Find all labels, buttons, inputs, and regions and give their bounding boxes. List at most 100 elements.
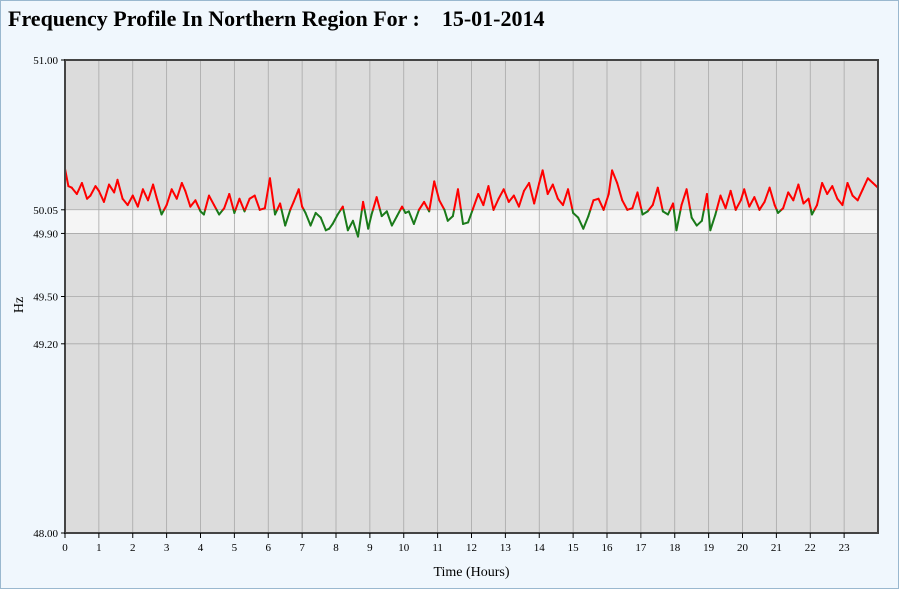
x-tick-label: 18 [669, 542, 681, 554]
series-segment [280, 208, 287, 227]
series-segment [428, 180, 436, 211]
x-axis-label: Time (Hours) [433, 565, 509, 580]
series-segment [502, 188, 510, 203]
series-segment [587, 208, 592, 218]
series-segment [556, 197, 564, 207]
x-tick-label: 5 [232, 542, 238, 554]
series-segment [108, 183, 116, 194]
series-segment [253, 194, 261, 211]
series-segment [690, 216, 698, 227]
series-segment [131, 194, 139, 208]
series-segment [497, 188, 505, 200]
series-segment [412, 208, 420, 225]
series-segment [523, 181, 531, 192]
x-tick-label: 7 [299, 542, 305, 554]
title-date: 15-01-2014 [441, 6, 545, 31]
x-tick-label: 1 [96, 542, 102, 554]
series-segment [342, 208, 349, 232]
series-segment [395, 208, 402, 218]
series-segment [371, 196, 378, 211]
series-segment [616, 181, 624, 202]
series-segment [346, 219, 354, 232]
series-segment [763, 186, 771, 203]
series-segment [621, 199, 629, 211]
series-segment [541, 169, 549, 196]
series-segment [102, 183, 111, 203]
series-segment [528, 181, 536, 205]
series-segment [836, 197, 844, 207]
series-segment [841, 181, 849, 207]
x-tick-label: 11 [432, 542, 443, 554]
series-segment [851, 194, 859, 202]
y-tick-label: 49.20 [33, 339, 58, 351]
series-segment [80, 181, 89, 200]
series-segment [577, 216, 585, 230]
x-axis-ticks: 0 1 2 3 4 5 6 7 8 9 10 11 12 13 14 15 16 17 18 19 20 21 22 23 [62, 533, 850, 554]
x-tick-label: 19 [703, 542, 715, 554]
series-segment [602, 193, 610, 211]
x-tick-label: 22 [805, 542, 816, 554]
series-segment [533, 181, 541, 205]
x-tick-label: 21 [771, 542, 782, 554]
series-segment [152, 183, 158, 199]
series-segment [75, 181, 83, 196]
series-segment [136, 188, 144, 208]
series-segment [561, 188, 570, 207]
series-segment [636, 191, 643, 211]
title-text: Frequency Profile In Northern Region For… [8, 6, 420, 31]
series-segment [607, 169, 614, 196]
series-segment [170, 188, 178, 200]
series-segment [611, 169, 619, 184]
y-tick-label: 50.05 [33, 205, 58, 217]
series-segment [363, 208, 370, 230]
series-segment [407, 210, 415, 225]
series-segment [155, 196, 162, 211]
series-segment [453, 188, 459, 211]
series-segment [126, 194, 134, 207]
series-segment [700, 208, 705, 222]
series-segment [417, 200, 426, 211]
x-tick-label: 8 [333, 542, 339, 554]
series-segment [831, 185, 839, 200]
series-segment [459, 208, 465, 225]
page-title: Frequency Profile In Northern Region For… [8, 6, 545, 32]
series-segment [70, 186, 78, 196]
x-tick-label: 9 [367, 542, 373, 554]
series-segment [184, 189, 192, 208]
series-segment [672, 202, 675, 211]
series-segment [362, 200, 366, 211]
series-segment [194, 199, 201, 211]
series-segment [707, 208, 712, 232]
series-segment [748, 196, 756, 208]
series-segment [656, 186, 664, 211]
series-segment [238, 197, 245, 211]
series-segment [228, 193, 235, 211]
series-segment [204, 194, 210, 211]
series-segment [218, 208, 224, 216]
series-segment [647, 204, 654, 211]
series-segment [223, 193, 231, 210]
x-tick-label: 10 [398, 542, 410, 554]
x-tick-label: 14 [534, 542, 546, 554]
y-axis-label: Hz [12, 297, 27, 313]
series-segment [263, 177, 271, 210]
series-segment [709, 213, 717, 232]
series-segment [797, 183, 805, 205]
series-segment [689, 208, 693, 219]
series-segment [507, 194, 515, 203]
series-segment [423, 200, 430, 211]
series-segment [443, 208, 449, 222]
series-segment [768, 186, 776, 207]
series-segment [680, 188, 688, 207]
series-segment [456, 188, 462, 211]
series-segment [304, 211, 312, 227]
series-segment [846, 181, 854, 197]
series-segment [141, 188, 149, 202]
y-tick-label: 51.00 [33, 55, 58, 67]
series-segment [438, 199, 446, 211]
series-segment [551, 183, 559, 200]
y-tick-label: 48.00 [33, 528, 58, 540]
series-segment [729, 189, 737, 211]
series-segment [685, 188, 692, 211]
